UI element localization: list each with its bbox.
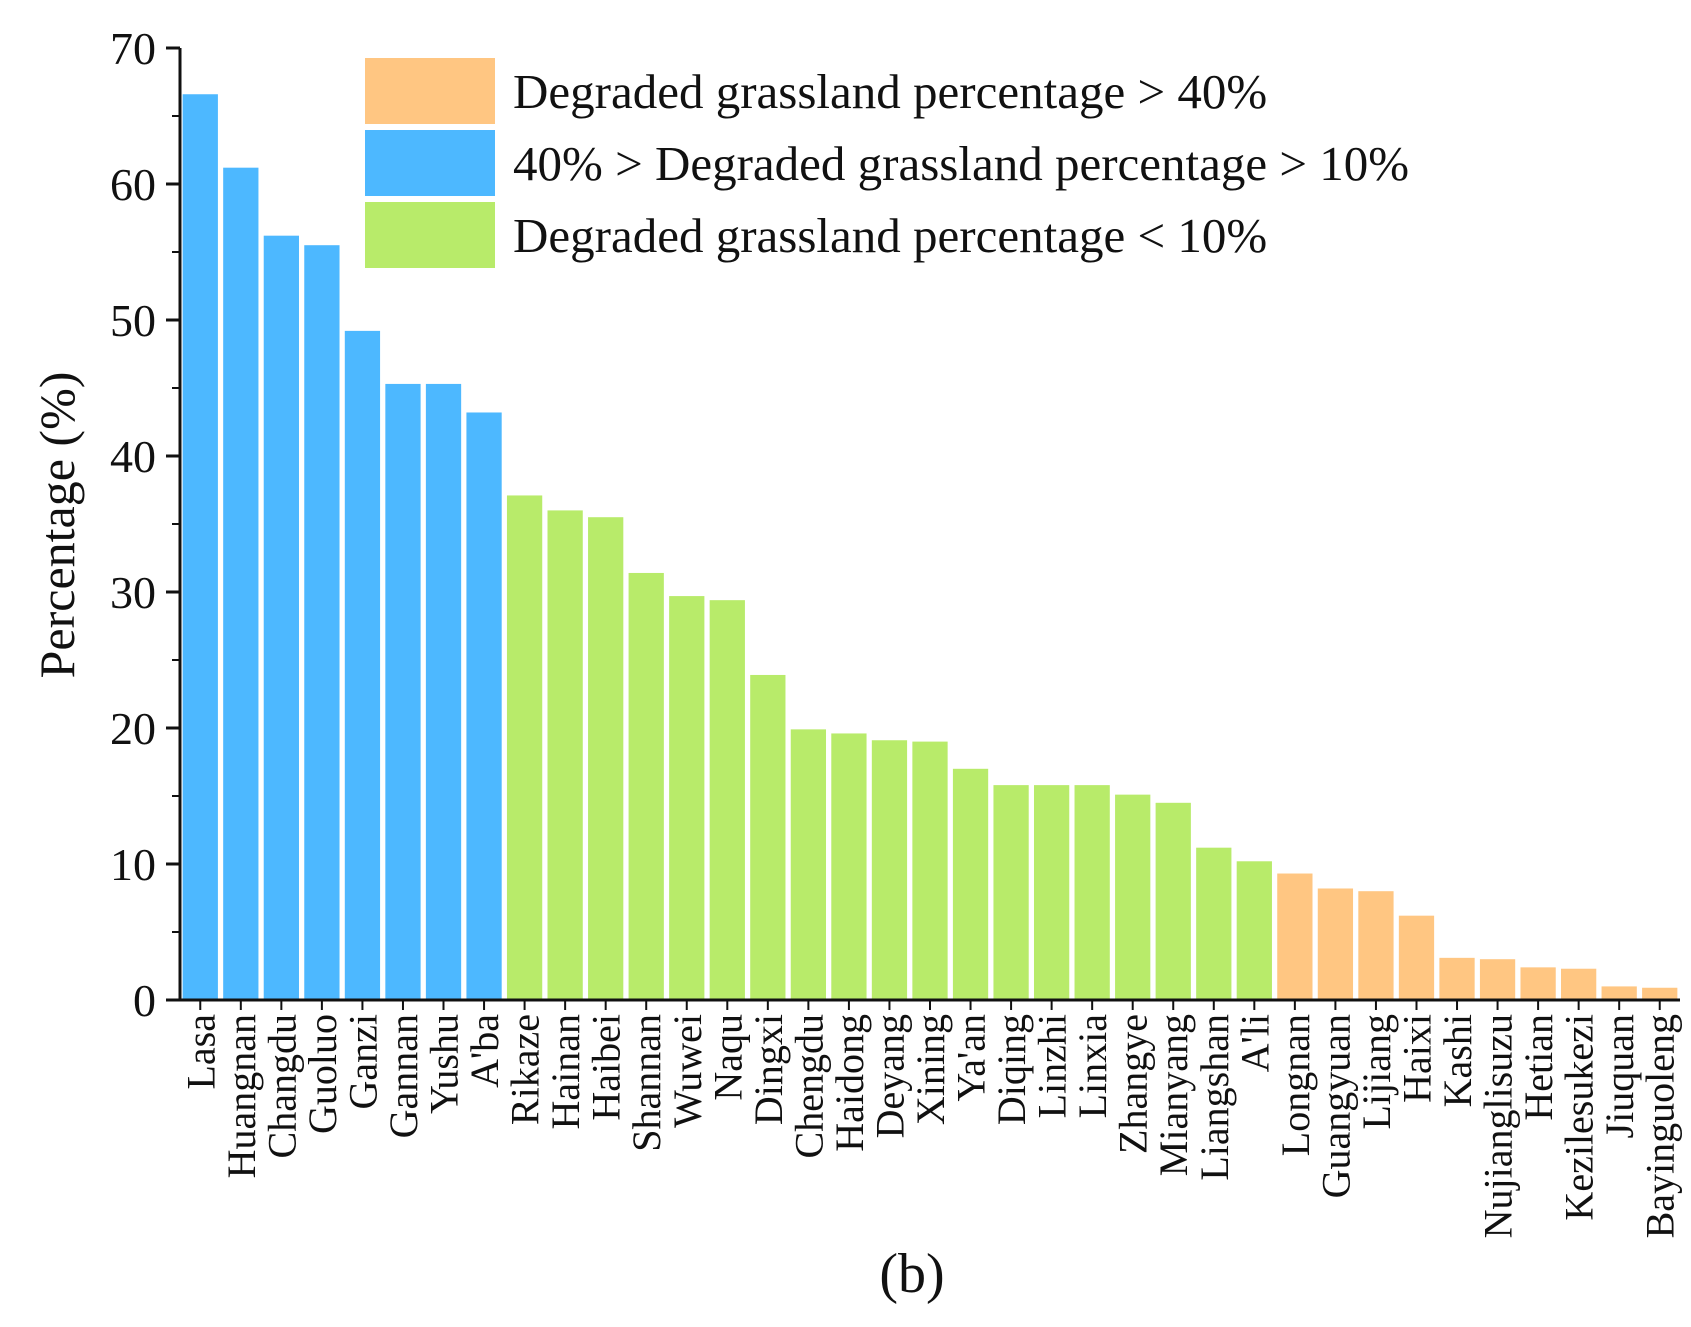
x-tick-label: Linzhi [1030,1014,1075,1118]
y-axis-title: Percentage (%) [29,372,85,679]
bar-hetian [1520,967,1556,1000]
bar-nujianglisuzu [1479,959,1516,1000]
x-tick-label: Linxia [1070,1014,1115,1119]
x-tick-label: Zhangye [1111,1014,1156,1154]
x-tick-label: Kezilesukezi [1557,1014,1602,1221]
bar-ya-an [952,768,989,1000]
bar-yushu [425,383,462,1000]
x-tick-label: Haibei [584,1014,629,1121]
bar-jiuquan [1601,986,1637,1000]
legend-label-mid: 40% > Degraded grassland percentage > 10… [513,136,1409,191]
x-tick-label: Longnan [1273,1014,1318,1156]
x-tick-label: Guoluo [300,1014,345,1134]
x-tick-label: Deyang [867,1014,912,1138]
y-tick-label: 50 [110,295,156,346]
y-tick-label: 20 [110,703,156,754]
x-tick-label: Ya'an [949,1014,994,1102]
x-tick-label: Gannan [381,1014,426,1138]
x-tick-label: Liangshan [1192,1014,1237,1181]
bar-haixi [1398,915,1435,1000]
y-tick-label: 10 [110,839,156,890]
bar-liangshan [1196,847,1232,1000]
bar-guangyuan [1317,888,1354,1000]
bar-diqing [993,785,1029,1000]
bar-deyang [871,740,908,1000]
legend: Degraded grassland percentage > 40% 40% >… [365,58,1409,268]
axes-layer: 0 10 20 30 40 50 60 70 LasaHuangnanChangduGuoluo… [110,23,1683,1238]
x-tick-label: Wuwei [665,1014,710,1128]
bar-lijiang [1358,891,1394,1000]
x-tick-label: Diqing [989,1014,1034,1125]
x-tick-label: Chengdu [786,1014,831,1158]
legend-swatch-mid [365,130,495,196]
bar-longnan [1277,873,1313,1000]
x-tick-label: Haixi [1394,1014,1439,1103]
bar-haidong [831,733,867,1000]
bar-chengdu [790,729,827,1000]
bar-huangnan [223,167,259,1000]
x-tick-label: Huangnan [219,1014,264,1178]
bar-changdu [263,235,299,1000]
x-tick-label: Guangyuan [1313,1014,1358,1198]
legend-swatch-low [365,202,495,268]
y-tick-label: 30 [110,567,156,618]
x-tick-label: Haidong [827,1014,872,1152]
y-tick-label: 60 [110,159,156,210]
x-tick-label: Lasa [178,1014,223,1090]
bar-naqu [709,600,745,1000]
bar-dingxi [750,674,786,1000]
x-tick-label: Xining [908,1014,953,1125]
bar-kashi [1439,957,1475,1000]
bar-a-ba [466,412,502,1001]
bar-guoluo [304,245,340,1000]
bar-mianyang [1155,802,1191,1000]
bar-xining [912,741,948,1000]
x-tick-label: Hetian [1516,1014,1561,1121]
bar-haibei [588,517,624,1000]
x-tick-label: Jiuquan [1597,1014,1642,1138]
bar-shannan [628,572,664,1000]
x-tick-label: A'li [1232,1014,1277,1072]
x-tick-label: Bayinguoleng [1638,1014,1683,1238]
y-tick-label: 40 [110,431,156,482]
bar-linzhi [1033,785,1070,1000]
y-tick-label: 70 [110,23,156,74]
x-tick-label: Naqu [705,1014,750,1101]
bar-wuwei [669,596,705,1000]
bar-a-li [1236,861,1272,1000]
bar-zhangye [1115,794,1151,1000]
x-tick-label: Shannan [624,1014,669,1152]
x-tick-label: Ganzi [340,1014,385,1110]
bars-layer [182,94,1678,1001]
x-tick-label: A'ba [462,1014,507,1088]
bar-lasa [182,94,218,1001]
bar-rikaze [506,495,543,1000]
x-tick-label: Kashi [1435,1014,1480,1107]
bar-linxia [1074,785,1110,1000]
x-tick-label: Yushu [422,1014,467,1114]
panel-label: (b) [879,1243,944,1305]
legend-swatch-high [365,58,495,124]
legend-label-high: Degraded grassland percentage > 40% [513,64,1267,119]
x-tick-label: Dingxi [746,1014,791,1125]
legend-label-low: Degraded grassland percentage < 10% [513,208,1267,263]
x-tick-label: Lijiang [1354,1014,1399,1130]
x-tick-label: Rikaze [503,1014,548,1125]
bar-gannan [385,383,421,1000]
bar-ganzi [344,330,381,1000]
bar-hainan [547,510,583,1000]
bar-bayinguoleng [1642,987,1678,1000]
bar-kezilesukezi [1561,968,1597,1000]
x-tick-label: Changdu [259,1014,304,1158]
x-tick-label: Mianyang [1151,1014,1196,1176]
x-tick-label: Hainan [543,1014,588,1130]
y-tick-label: 0 [133,975,156,1026]
x-tick-label: Nujianglisuzu [1476,1014,1521,1238]
